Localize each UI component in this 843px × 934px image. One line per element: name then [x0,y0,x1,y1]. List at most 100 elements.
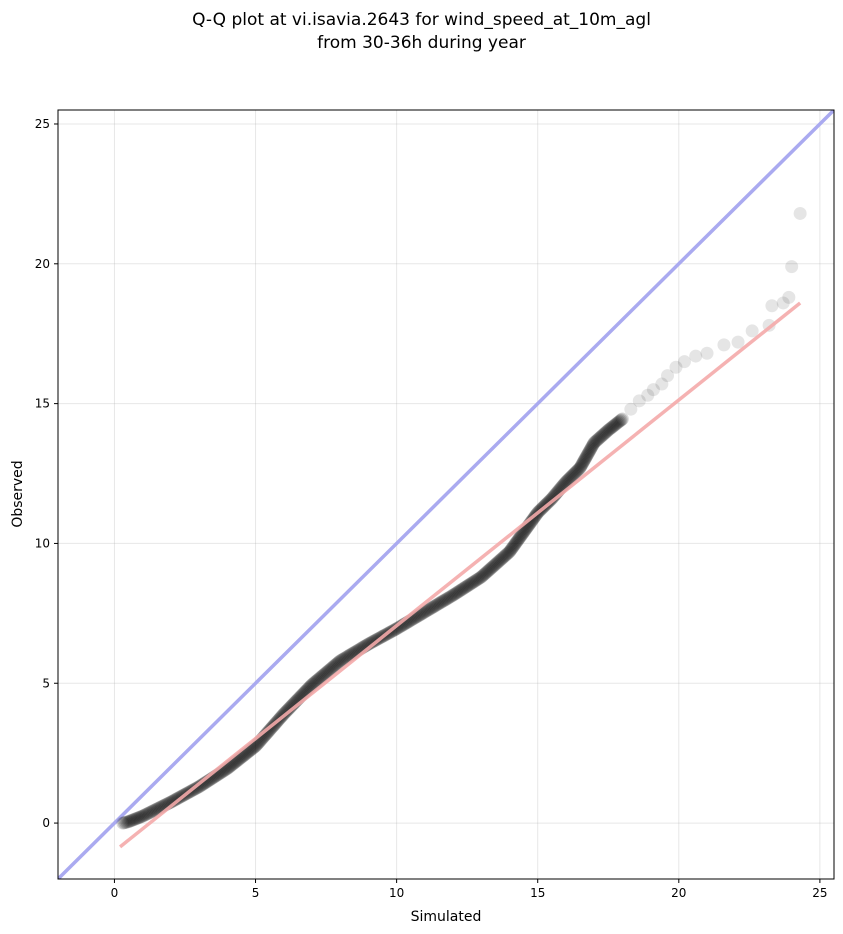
identity-line [58,110,834,879]
data-point [578,452,592,466]
data-point [433,596,447,610]
data-point [131,811,145,825]
data-point [456,582,470,596]
data-point [546,491,560,505]
y-tick-label: 5 [42,676,50,690]
data-point [322,663,336,677]
data-point [460,579,474,593]
data-point [572,462,586,476]
data-point [511,533,525,547]
data-point [717,338,731,352]
data-point [577,453,591,467]
data-point [593,431,607,445]
data-point [305,678,319,692]
data-point [140,807,154,821]
data-point [570,464,584,478]
data-point [442,590,456,604]
chart-title-line2: from 30-36h during year [317,33,526,53]
data-point [336,652,350,666]
data-point [452,584,466,598]
data-point [486,559,500,573]
data-point [312,672,326,686]
data-point [494,553,508,567]
data-point [500,547,514,561]
data-point [323,662,337,676]
data-point [507,539,521,553]
data-point [195,778,209,792]
data-point [571,463,585,477]
data-point [317,667,331,681]
data-point [505,541,519,555]
data-point [119,815,133,829]
data-point [700,346,714,360]
x-tick-label: 15 [530,886,545,900]
data-point [745,324,759,338]
data-point [489,556,503,570]
x-tick-label: 20 [671,886,686,900]
data-point [574,458,588,472]
data-point [609,417,623,431]
data-point [431,597,445,611]
data-point [331,656,345,670]
axis-ticks: 0 5 10 15 20 25 0 5 10 15 20 25 [35,117,828,900]
data-point [498,549,512,563]
data-point [446,588,460,602]
data-point [423,602,437,616]
data-point [325,661,339,675]
data-point [580,448,594,462]
data-point [443,590,457,604]
data-point [364,636,378,650]
x-tick-label: 10 [389,886,404,900]
data-point [595,429,609,443]
data-point [262,724,276,738]
data-point [793,206,807,220]
data-point [496,551,510,565]
data-point [468,574,482,588]
data-point [488,557,502,571]
data-point [330,657,344,671]
data-point [512,532,526,546]
data-point [597,427,611,441]
data-point [567,467,581,481]
data-point [491,555,505,569]
data-point [116,816,130,830]
x-tick-label: 5 [252,886,260,900]
data-point [168,793,182,807]
data-point [689,349,703,363]
data-point [311,673,325,687]
data-point [585,440,599,454]
data-point [447,587,461,601]
data-point [428,599,442,613]
y-tick-label: 15 [35,397,50,411]
data-point [586,437,600,451]
data-point [464,576,478,590]
data-point [340,650,354,664]
data-point [502,545,516,559]
data-point [338,651,352,665]
data-point [304,679,318,693]
data-point [641,388,655,402]
data-point [324,661,338,675]
data-point [438,593,452,607]
data-point [475,569,489,583]
data-point [419,604,433,618]
data-point [458,580,472,594]
data-point [613,414,627,428]
data-point [146,804,160,818]
data-point [632,394,646,408]
data-point [426,600,440,614]
data-point [427,600,441,614]
data-point [462,578,476,592]
data-point [424,601,438,615]
grid [58,110,834,879]
data-point [584,442,598,456]
data-point [132,811,146,825]
data-point [563,471,577,485]
data-point [429,598,443,612]
data-point [449,587,463,601]
data-point [314,670,328,684]
data-point [337,652,351,666]
data-point [655,377,669,391]
data-point [562,472,576,486]
data-point [445,589,459,603]
